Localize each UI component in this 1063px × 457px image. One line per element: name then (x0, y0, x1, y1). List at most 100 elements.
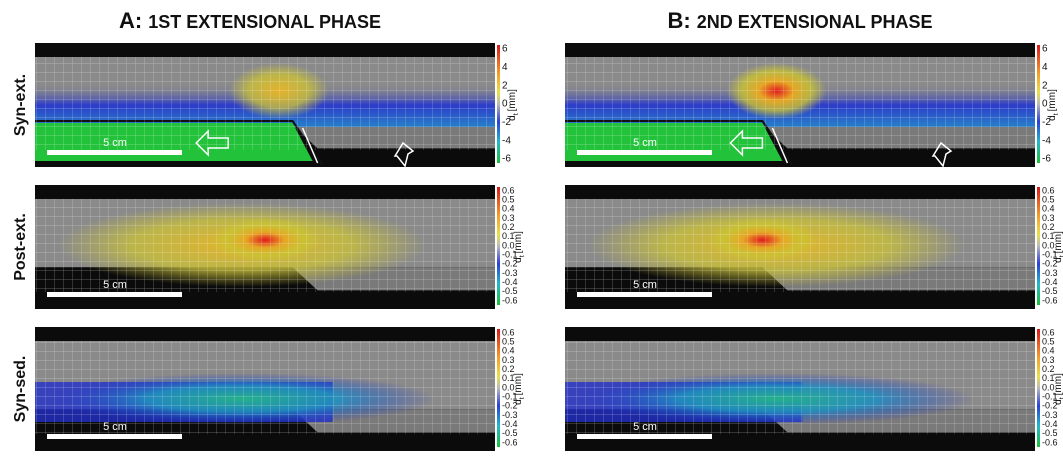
colorbar (1037, 329, 1040, 447)
panel: 5 cm0.60.50.40.30.20.10.0-0.1-0.2-0.3-0.… (565, 185, 1063, 309)
colorbar-unit: [mm] (513, 231, 524, 253)
colorbar-tick-label: 4 (502, 62, 508, 73)
colorbar-tick-label: -0.2 (1042, 259, 1058, 269)
colorbar-label: dt [mm] (1053, 231, 1063, 263)
panel-letter: B: (668, 8, 691, 33)
colorbar (1037, 187, 1040, 305)
colorbar-tick-label: 0.1 (1042, 231, 1055, 241)
panel-title: 2ND EXTENSIONAL PHASE (697, 12, 933, 32)
colorbar-tick-label: -0.1 (1042, 250, 1058, 260)
scale-bar-label: 5 cm (633, 137, 657, 149)
panel-title: 1ST EXTENSIONAL PHASE (148, 12, 381, 32)
colorbar-tick-label: 0.2 (1042, 364, 1055, 374)
colorbar-subscript: t (1053, 113, 1060, 115)
colorbar-tick-label: 0.1 (502, 373, 515, 383)
colorbar-tick-label: 0.6 (502, 327, 515, 337)
colorbar-tick-label: -0.4 (1042, 277, 1058, 287)
scale-bar (577, 434, 712, 439)
colorbar-tick-label: -6 (502, 154, 511, 165)
colorbar-tick-label: 0.3 (1042, 355, 1055, 365)
row-label: Syn-sed. (12, 356, 29, 423)
colorbar-tick-label: 0.4 (1042, 346, 1055, 356)
colorbar-unit: [mm] (1053, 231, 1063, 253)
colorbar-tick-label: 0.4 (502, 204, 515, 214)
colorbar-tick-label: -0.3 (1042, 410, 1058, 420)
colorbar-tick-label: -0.6 (502, 295, 518, 305)
colorbar-symbol: d (513, 399, 524, 405)
column-header: B: 2ND EXTENSIONAL PHASE (668, 8, 933, 33)
colorbar-tick-label: 0.6 (1042, 185, 1055, 195)
colorbar-tick-label: 0.5 (1042, 195, 1055, 205)
colorbar-tick-label: 0.0 (502, 382, 515, 392)
colorbar-tick-label: -2 (502, 117, 511, 128)
colorbar-tick-label: 6 (1042, 44, 1048, 55)
colorbar-tick-label: 2 (1042, 80, 1048, 91)
colorbar-subscript: t (519, 397, 526, 399)
colorbar-unit: [mm] (1053, 373, 1063, 395)
colorbar-tick-label: -0.4 (502, 277, 518, 287)
panel: 5 cm0.60.50.40.30.20.10.0-0.1-0.2-0.3-0.… (35, 327, 526, 451)
colorbar (497, 329, 500, 447)
row-label: Syn-ext. (12, 74, 29, 136)
colorbar-tick-label: 0 (502, 99, 508, 110)
colorbar-tick-label: 0.5 (502, 195, 515, 205)
colorbar-tick-label: -2 (1042, 117, 1051, 128)
colorbar-subscript: t (513, 113, 520, 115)
colorbar-tick-label: -0.2 (1042, 401, 1058, 411)
colorbar-tick-label: -0.1 (502, 250, 518, 260)
colorbar-subscript: t (1059, 255, 1063, 257)
colorbar-tick-label: -4 (502, 135, 511, 146)
panel: 5 cm 6 4 2 0 -2 -4 -6 dt [mm] (35, 43, 520, 168)
colorbar (497, 187, 500, 305)
colorbar-label: dt [mm] (1047, 89, 1060, 121)
colorbar-unit: [mm] (1047, 89, 1058, 111)
row-label: Post-ext. (12, 213, 29, 281)
deformation-grid (565, 199, 1035, 292)
colorbar-label: dt [mm] (507, 89, 520, 121)
scale-bar-label: 5 cm (103, 421, 127, 433)
colorbar-label: dt [mm] (1053, 373, 1063, 405)
colorbar-label: dt [mm] (513, 231, 526, 263)
scale-bar (577, 150, 712, 155)
colorbar-tick-label: 2 (502, 80, 508, 91)
colorbar-unit: [mm] (507, 89, 518, 111)
colorbar-tick-label: -0.5 (1042, 428, 1058, 438)
colorbar-tick-label: 0.5 (502, 337, 515, 347)
colorbar-tick-label: -4 (1042, 135, 1051, 146)
colorbar-tick-label: -0.6 (1042, 437, 1058, 447)
colorbar-tick-label: -0.2 (502, 401, 518, 411)
colorbar-symbol: d (1047, 115, 1058, 121)
colorbar-tick-label: 0.1 (502, 231, 515, 241)
colorbar-tick-label: 0.2 (1042, 222, 1055, 232)
arrow-down (931, 141, 953, 168)
colorbar-tick-label: -0.5 (502, 286, 518, 296)
scale-bar-label: 5 cm (103, 279, 127, 291)
colorbar-tick-label: 0.0 (1042, 382, 1055, 392)
colorbar (497, 45, 500, 163)
colorbar-tick-label: -0.4 (1042, 419, 1058, 429)
panel: 5 cm 6 4 2 0 -2 -4 -6 dt [mm] (565, 43, 1060, 168)
colorbar-tick-label: 0.6 (1042, 327, 1055, 337)
colorbar-subscript: t (1059, 397, 1063, 399)
colorbar-tick-label: 0.6 (502, 185, 515, 195)
colorbar-tick-label: -0.6 (502, 437, 518, 447)
colorbar-tick-label: -0.1 (502, 392, 518, 402)
colorbar-tick-label: -0.1 (1042, 392, 1058, 402)
colorbar-unit: [mm] (513, 373, 524, 395)
colorbar-tick-label: -0.4 (502, 419, 518, 429)
panel: 5 cm0.60.50.40.30.20.10.0-0.1-0.2-0.3-0.… (35, 185, 526, 309)
colorbar-tick-label: 0 (1042, 99, 1048, 110)
scale-bar (577, 292, 712, 297)
colorbar-tick-label: 0.3 (502, 213, 515, 223)
scale-bar-label: 5 cm (633, 279, 657, 291)
colorbar-tick-label: 0.4 (502, 346, 515, 356)
deformation-grid (565, 57, 1035, 150)
colorbar-tick-label: -0.3 (502, 410, 518, 420)
colorbar-symbol: d (507, 115, 518, 121)
colorbar-label: dt [mm] (513, 373, 526, 405)
colorbar-tick-label: -0.5 (502, 428, 518, 438)
column-header: A: 1ST EXTENSIONAL PHASE (119, 8, 381, 33)
colorbar-tick-label: 0.3 (502, 355, 515, 365)
